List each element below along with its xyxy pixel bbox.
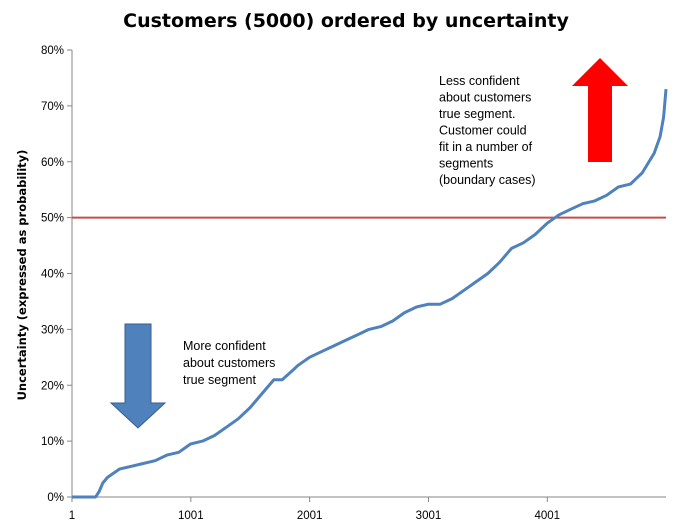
x-tick-label: 3001: [416, 510, 442, 522]
high-uncertainty-annotation: Less confident about customers true segmen…: [439, 74, 536, 187]
y-tick-label: 70%: [41, 101, 64, 113]
y-tick-label: 40%: [41, 269, 64, 281]
annotation-line: More confident: [183, 339, 266, 353]
y-axis: 0% 10% 20% 30% 40% 50% 60% 70% 80%: [41, 45, 73, 504]
annotation-line: about customers: [439, 91, 531, 105]
y-axis-label: Uncertainty (expressed as probability): [15, 150, 29, 401]
x-tick-label: 4001: [534, 510, 560, 522]
y-tick-label: 0%: [47, 492, 64, 504]
x-tick-label: 1001: [178, 510, 204, 522]
annotation-line: Customer could: [439, 124, 527, 138]
y-tick-label: 60%: [41, 157, 64, 169]
y-tick-label: 20%: [41, 380, 64, 392]
y-tick-label: 80%: [41, 45, 64, 57]
annotation-line: about customers: [183, 356, 275, 370]
annotation-line: true segment: [183, 373, 256, 387]
low-uncertainty-annotation: More confident about customers true segmen…: [183, 339, 275, 387]
annotation-line: Less confident: [439, 74, 520, 88]
uncertainty-series-line: [72, 88, 668, 499]
y-tick-label: 30%: [41, 324, 64, 336]
down-arrow-shape: [109, 323, 167, 429]
down-arrow-icon: [109, 323, 167, 429]
x-tick-label: 1: [69, 510, 75, 522]
y-tick-label: 50%: [41, 213, 64, 225]
up-arrow-shape: [572, 58, 628, 162]
y-tick-label: 10%: [41, 436, 64, 448]
x-tick-label: 2001: [297, 510, 323, 522]
annotation-line: true segment.: [439, 107, 515, 121]
annotation-line: (boundary cases): [439, 173, 536, 187]
x-axis: 1 1001 2001 3001 4001: [69, 496, 666, 522]
annotation-line: fit in a number of: [439, 140, 533, 154]
up-arrow-icon: [572, 58, 628, 162]
annotation-line: segments: [439, 157, 493, 171]
chart-title: Customers (5000) ordered by uncertainty: [123, 10, 569, 32]
